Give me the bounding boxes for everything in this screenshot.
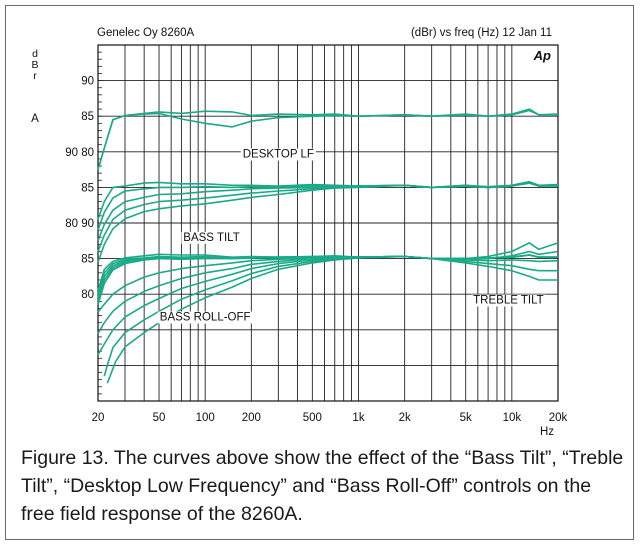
x-tick-label: 5k bbox=[460, 412, 472, 424]
x-tick-label: 50 bbox=[153, 412, 166, 424]
x-axis-label: Hz bbox=[540, 426, 554, 436]
plot-border bbox=[97, 44, 559, 402]
y-tick-label: 80 bbox=[81, 289, 94, 301]
curve-annotation: BASS ROLL-OFF bbox=[160, 312, 251, 324]
x-tick-label: 20 bbox=[92, 412, 105, 424]
x-tick-label: 20k bbox=[549, 412, 568, 424]
chart-series bbox=[97, 108, 559, 384]
x-tick-label: 500 bbox=[303, 412, 322, 424]
y-unit-label: r bbox=[33, 70, 37, 82]
x-tick-label: 10k bbox=[503, 412, 522, 424]
ap-logo: Ap bbox=[533, 48, 551, 63]
chart-header-left: Genelec Oy 8260A bbox=[97, 27, 195, 39]
chart-labels: Genelec Oy 8260A (dBr) vs freq (Hz) 12 J… bbox=[31, 27, 567, 436]
y-tick-label: 90 80 bbox=[65, 147, 94, 159]
series-line bbox=[97, 109, 558, 170]
series-line bbox=[97, 181, 558, 242]
curve-annotation: TREBLE TILT bbox=[473, 294, 544, 306]
x-tick-label: 2k bbox=[399, 412, 411, 424]
y-sub-label: A bbox=[31, 113, 39, 125]
series-line bbox=[97, 182, 558, 252]
x-tick-label: 200 bbox=[242, 412, 261, 424]
curve-annotation: DESKTOP LF bbox=[243, 148, 314, 160]
series-line bbox=[97, 255, 558, 306]
annotation-background bbox=[240, 148, 316, 161]
y-tick-label: 80 90 bbox=[65, 218, 94, 230]
y-tick-label: 85 bbox=[81, 254, 94, 266]
y-tick-label: 85 bbox=[81, 182, 94, 194]
x-tick-label: 1k bbox=[352, 412, 364, 424]
y-tick-label: 85 bbox=[81, 111, 94, 123]
curve-annotation: BASS TILT bbox=[183, 232, 239, 244]
series-line bbox=[97, 255, 559, 299]
annotation-background bbox=[181, 231, 242, 244]
figure-caption: Figure 13. The curves above show the eff… bbox=[21, 447, 624, 525]
series-line bbox=[97, 108, 559, 170]
frequency-response-chart: Genelec Oy 8260A (dBr) vs freq (Hz) 12 J… bbox=[31, 27, 567, 436]
chart-header-right: (dBr) vs freq (Hz) 12 Jan 11 bbox=[411, 27, 552, 39]
series-line bbox=[106, 254, 558, 384]
y-unit-label: d bbox=[32, 48, 38, 60]
annotation-background bbox=[157, 311, 253, 324]
figure-frame: Genelec Oy 8260A (dBr) vs freq (Hz) 12 J… bbox=[5, 5, 634, 540]
annotation-background bbox=[471, 294, 546, 307]
series-line bbox=[97, 182, 558, 263]
chart-grid bbox=[97, 44, 559, 402]
y-tick-label: 90 bbox=[81, 76, 94, 88]
x-tick-label: 100 bbox=[196, 412, 215, 424]
y-unit-label: B bbox=[31, 59, 38, 71]
